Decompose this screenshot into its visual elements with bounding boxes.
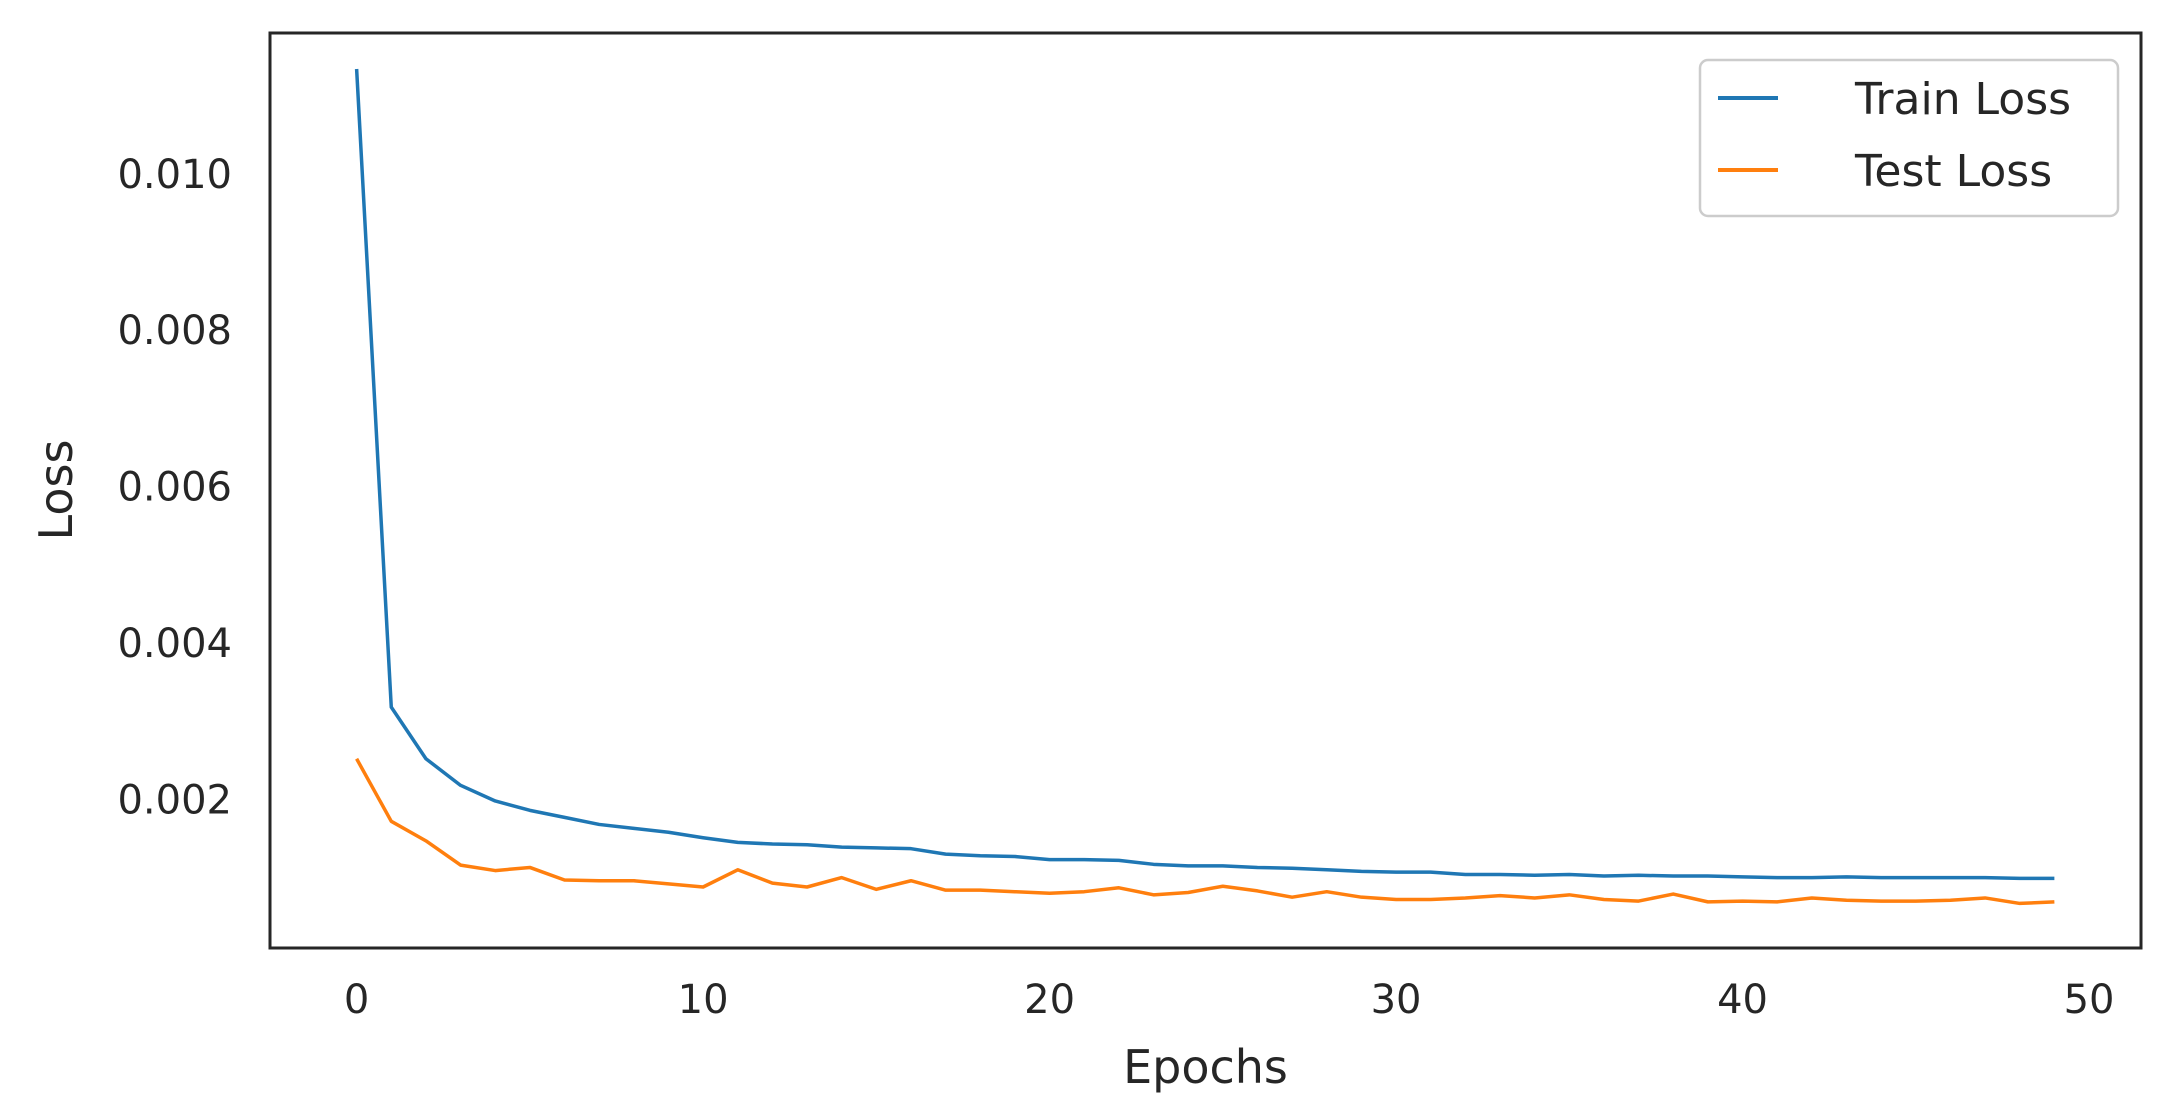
- plot-frame: [268, 31, 2143, 950]
- legend-label-train-loss: Train Loss: [1854, 74, 2071, 125]
- y-tick-label: 0.008: [117, 308, 232, 354]
- legend: Train Loss Test Loss: [1698, 58, 2120, 218]
- x-tick-label: 30: [1371, 977, 1422, 1023]
- x-axis: 0 10 20 30 40 50: [344, 977, 2115, 1023]
- y-axis: 0.002 0.004 0.006 0.008 0.010: [117, 152, 232, 824]
- series-line-train-loss: [354, 68, 2055, 881]
- x-axis-label: Epochs: [1123, 1040, 1288, 1094]
- x-tick-label: 20: [1024, 977, 1075, 1023]
- y-tick-label: 0.002: [117, 777, 232, 823]
- legend-label-test-loss: Test Loss: [1854, 146, 2052, 197]
- series-line-test-loss: [355, 757, 2055, 906]
- x-tick-label: 50: [2064, 977, 2115, 1023]
- x-tick-label: 40: [1717, 977, 1768, 1023]
- series-layer: [354, 68, 2055, 906]
- x-tick-label: 0: [344, 977, 369, 1023]
- y-tick-label: 0.006: [117, 465, 232, 511]
- y-tick-label: 0.010: [117, 152, 232, 198]
- legend-box: [1698, 58, 2120, 218]
- y-tick-label: 0.004: [117, 621, 232, 667]
- y-axis-label: Loss: [29, 440, 83, 541]
- x-tick-label: 10: [678, 977, 729, 1023]
